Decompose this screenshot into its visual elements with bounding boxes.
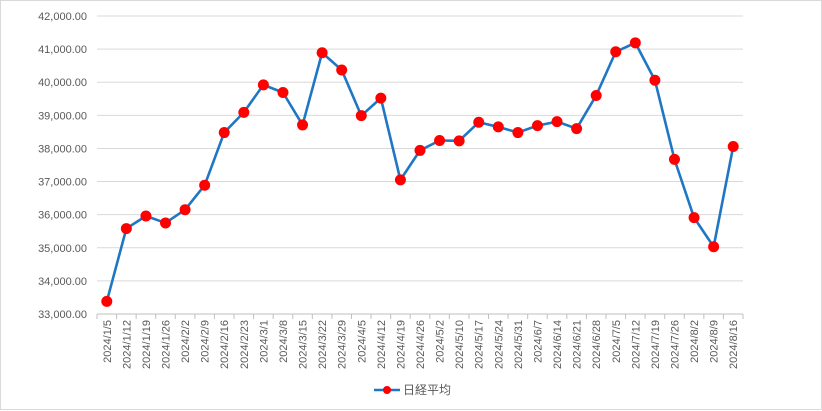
data-point [179,204,191,216]
x-tick-label: 2024/7/26 [669,320,681,369]
x-tick-label: 2024/5/17 [474,320,486,369]
x-tick-label: 2024/4/5 [356,320,368,363]
x-tick-label: 2024/4/19 [395,320,407,369]
y-tick-label: 42,000.00 [38,11,87,23]
data-point [140,210,152,222]
legend-label: 日経平均 [403,383,451,397]
x-tick-label: 2024/1/19 [141,320,153,369]
y-tick-label: 34,000.00 [38,276,87,288]
data-point [297,119,309,131]
x-tick-label: 2024/8/16 [728,320,740,369]
x-tick-label: 2024/3/8 [278,320,290,363]
data-point [238,106,250,118]
data-point [336,64,348,76]
x-tick-label: 2024/5/2 [435,320,447,363]
x-tick-label: 2024/7/19 [650,320,662,369]
data-point [160,217,172,229]
data-point [277,86,289,98]
y-tick-label: 39,000.00 [38,110,87,122]
data-point [316,47,328,59]
data-point [727,140,739,152]
data-point [492,121,504,133]
data-point [218,127,230,139]
legend-marker-swatch [383,386,391,394]
data-point [453,135,465,147]
x-tick-label: 2024/6/14 [552,320,564,369]
y-tick-label: 38,000.00 [38,143,87,155]
data-point [355,110,367,122]
data-point [610,46,622,58]
x-tick-label: 2024/5/31 [513,320,525,369]
data-point [257,79,269,91]
data-point [531,120,543,132]
data-point [434,134,446,146]
x-tick-label: 2024/7/5 [611,320,623,363]
data-point [394,174,406,186]
data-point [101,295,113,307]
x-tick-label: 2024/2/2 [180,320,192,363]
x-tick-label: 2024/3/1 [258,320,270,363]
data-point [120,223,132,235]
x-tick-label: 2024/4/26 [415,320,427,369]
y-tick-label: 36,000.00 [38,210,87,222]
data-point [708,241,720,253]
data-point [414,144,426,156]
x-tick-label: 2024/1/5 [102,320,114,363]
data-point [571,123,583,135]
x-tick-label: 2024/5/24 [493,320,505,369]
data-point [590,89,602,101]
x-tick-label: 2024/6/7 [532,320,544,363]
x-tick-label: 2024/8/2 [689,320,701,363]
x-tick-label: 2024/2/16 [219,320,231,369]
x-tick-label: 2024/7/12 [630,320,642,369]
x-tick-label: 2024/6/21 [572,320,584,369]
x-tick-label: 2024/3/22 [317,320,329,369]
data-point [649,74,661,86]
data-point [375,92,387,104]
data-point [551,116,563,128]
x-tick-label: 2024/1/12 [121,320,133,369]
x-tick-label: 2024/2/23 [239,320,251,369]
x-tick-label: 2024/2/9 [200,320,212,363]
x-tick-label: 2024/3/29 [337,320,349,369]
x-tick-label: 2024/8/9 [709,320,721,363]
series-line [105,41,735,303]
data-point [668,153,680,165]
data-point [512,127,524,139]
y-tick-label: 33,000.00 [38,309,87,321]
y-tick-label: 35,000.00 [38,243,87,255]
data-point [199,179,211,191]
x-tick-label: 2024/6/28 [591,320,603,369]
y-tick-label: 41,000.00 [38,44,87,56]
data-point [473,116,485,128]
data-point [629,37,641,49]
x-tick-label: 2024/3/15 [298,320,310,369]
y-tick-label: 40,000.00 [38,77,87,89]
data-point [688,212,700,224]
y-tick-label: 37,000.00 [38,177,87,189]
x-tick-label: 2024/1/26 [161,320,173,369]
x-tick-label: 2024/4/12 [376,320,388,369]
x-tick-label: 2024/5/10 [454,320,466,369]
